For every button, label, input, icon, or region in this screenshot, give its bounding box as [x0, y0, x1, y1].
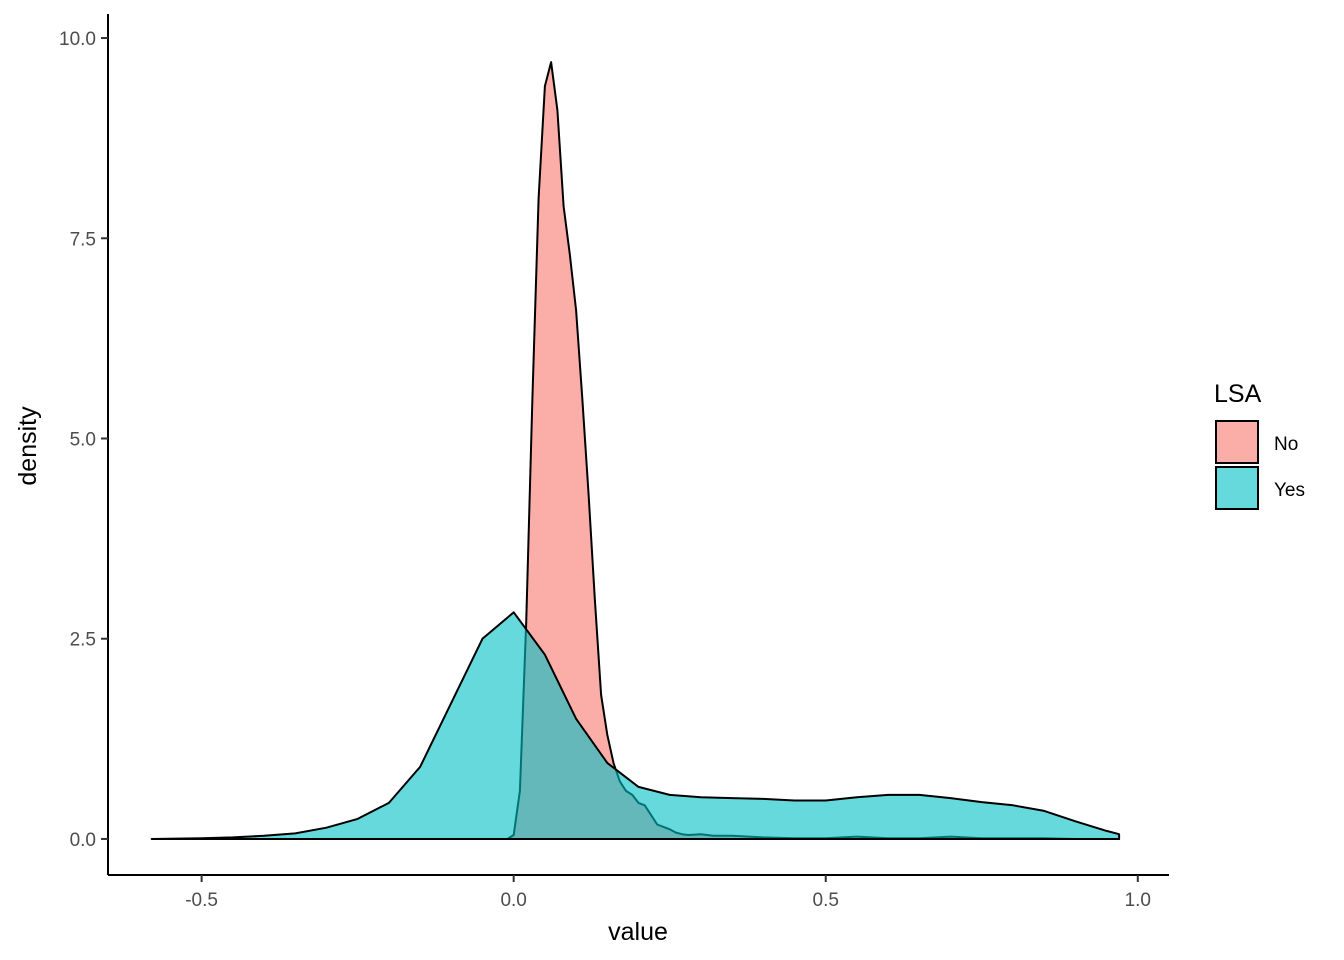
x-tick-label: -0.5	[185, 890, 218, 911]
y-axis-title: density	[14, 406, 42, 486]
y-tick-label: 7.5	[70, 229, 96, 250]
y-tick-label: 5.0	[70, 429, 96, 450]
legend-label-no: No	[1274, 434, 1298, 455]
legend-label-yes: Yes	[1274, 480, 1305, 501]
y-tick-label: 2.5	[70, 630, 96, 651]
legend-title: LSA	[1214, 380, 1262, 408]
y-tick-label: 0.0	[70, 830, 96, 851]
y-tick-label: 10.0	[59, 29, 96, 50]
legend: LSA No Yes	[1214, 380, 1305, 510]
density-area-no	[506, 61, 1121, 840]
density-area-yes	[150, 611, 1121, 840]
x-tick-label: 0.0	[500, 890, 526, 911]
legend-key-no	[1215, 420, 1259, 464]
ticks-layer: -0.5 0.0 0.5 1.0 0.0 2.5 5.0 7.5 10.0	[59, 29, 1151, 911]
x-axis-title: value	[608, 918, 668, 946]
x-tick-label: 0.5	[813, 890, 839, 911]
x-tick-label: 1.0	[1125, 890, 1151, 911]
legend-key-yes	[1215, 466, 1259, 510]
legend-items: No Yes	[1215, 420, 1305, 510]
series-layer	[150, 61, 1121, 840]
axes-layer	[107, 14, 1169, 876]
